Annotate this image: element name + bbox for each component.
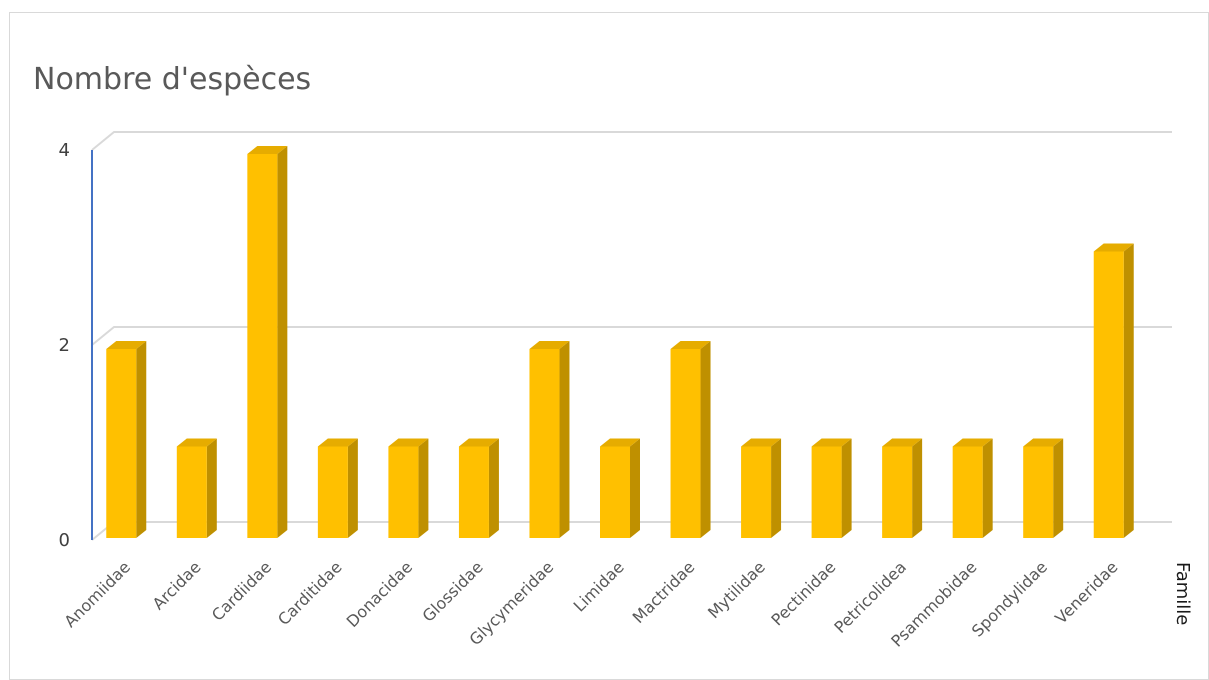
bar-side bbox=[418, 438, 429, 538]
bar-front bbox=[529, 349, 560, 538]
x-tick-label: Mactridae bbox=[629, 557, 699, 627]
bar-side bbox=[277, 146, 288, 538]
gridline bbox=[91, 326, 1172, 346]
bar bbox=[529, 341, 570, 538]
y-axis: 0 2 4 bbox=[59, 140, 93, 551]
bar-side bbox=[559, 341, 570, 538]
bar-front bbox=[952, 446, 983, 538]
bar-front bbox=[388, 446, 419, 538]
bar bbox=[106, 341, 147, 538]
x-tick-label: Donacidae bbox=[343, 557, 417, 631]
bar bbox=[458, 438, 499, 538]
bar-top bbox=[811, 438, 852, 447]
chart-area bbox=[9, 12, 1209, 680]
bar bbox=[247, 146, 288, 538]
bar-top bbox=[1023, 438, 1064, 447]
x-tick-label: Arcidae bbox=[149, 557, 205, 613]
bar-side bbox=[841, 438, 852, 538]
bar-top bbox=[741, 438, 782, 447]
bar-front bbox=[317, 446, 348, 538]
x-tick-label: Cardiidae bbox=[208, 557, 275, 624]
category-labels: Anomiidae Arcidae CardiidaeCarditidaeDonac… bbox=[60, 557, 1121, 650]
bar-top bbox=[247, 146, 288, 154]
x-tick-label: Petricolidea bbox=[830, 557, 910, 637]
bar-side bbox=[982, 438, 993, 538]
bar bbox=[317, 438, 358, 538]
bar-front bbox=[458, 446, 489, 538]
x-tick-label: Mytilidae bbox=[704, 557, 769, 622]
bar-side bbox=[630, 438, 640, 538]
bar-top bbox=[317, 438, 358, 447]
bar-side bbox=[488, 438, 499, 538]
bar-side bbox=[912, 438, 923, 538]
bar bbox=[1093, 243, 1134, 538]
bar-side bbox=[347, 438, 358, 538]
bar bbox=[882, 438, 923, 538]
bar-top bbox=[1093, 243, 1134, 252]
bar bbox=[811, 438, 852, 538]
bar bbox=[600, 438, 640, 538]
bar-front bbox=[1093, 251, 1124, 538]
y-tick-label: 2 bbox=[59, 335, 70, 356]
bar-top bbox=[882, 438, 923, 447]
bar-side bbox=[771, 438, 782, 538]
bar-top bbox=[529, 341, 570, 349]
x-tick-label: Veneridae bbox=[1051, 557, 1121, 627]
bar-top bbox=[106, 341, 147, 349]
bar-front bbox=[106, 349, 137, 538]
gridline bbox=[91, 131, 1172, 151]
bar-top bbox=[458, 438, 499, 447]
x-tick-label: Carditidae bbox=[274, 557, 346, 629]
bar-front bbox=[176, 446, 207, 538]
bar-top bbox=[600, 438, 640, 447]
chart-title: Nombre d'espèces bbox=[33, 62, 312, 97]
x-tick-label: Spondylidae bbox=[968, 557, 1051, 640]
bar bbox=[1023, 438, 1064, 538]
bar-side bbox=[1053, 438, 1064, 538]
bar-front bbox=[811, 446, 842, 538]
bar bbox=[952, 438, 993, 538]
bar-front bbox=[1023, 446, 1054, 538]
bar-front bbox=[882, 446, 913, 538]
bar-front bbox=[600, 446, 630, 538]
bar-side bbox=[1123, 243, 1134, 538]
bar-top bbox=[176, 438, 217, 447]
x-tick-label: Anomiidae bbox=[60, 557, 134, 631]
bar-top bbox=[670, 341, 711, 349]
bar-side bbox=[206, 438, 217, 538]
bar bbox=[176, 438, 217, 538]
bar bbox=[741, 438, 782, 538]
bar-top bbox=[952, 438, 993, 447]
bar-front bbox=[741, 446, 772, 538]
x-axis-title: Famille bbox=[1172, 562, 1193, 625]
bar-front bbox=[670, 349, 701, 538]
bar bbox=[670, 341, 711, 538]
y-tick-label: 4 bbox=[59, 140, 70, 161]
bar bbox=[388, 438, 429, 538]
bars bbox=[106, 146, 1134, 538]
bar-front bbox=[247, 154, 278, 538]
x-tick-label: Limidae bbox=[570, 557, 628, 615]
bar-side bbox=[700, 341, 711, 538]
x-tick-label: Pectinidae bbox=[767, 557, 839, 629]
bar-top bbox=[388, 438, 429, 447]
bar-side bbox=[136, 341, 147, 538]
x-tick-label: Glossidae bbox=[418, 557, 486, 625]
y-tick-label: 0 bbox=[59, 530, 70, 551]
